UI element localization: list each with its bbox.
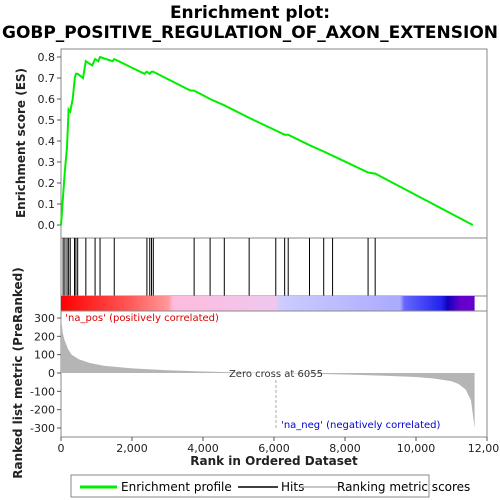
es-y-axis: 0.0 0.1 0.2 0.3 0.4 0.5 0.6 0.7 0.8 (38, 51, 61, 232)
es-tick-label: 0.1 (38, 198, 56, 211)
x-tick-label: 12,000 (468, 442, 500, 455)
x-tick-label: 10,000 (397, 442, 436, 455)
es-tick-label: 0.3 (38, 156, 56, 169)
chart-title-line2: GOBP_POSITIVE_REGULATION_OF_AXON_EXTENSI… (2, 23, 498, 43)
es-tick-label: 0.5 (38, 114, 56, 127)
es-tick-label: 0.0 (38, 219, 56, 232)
metric-tick-label: 300 (34, 312, 55, 325)
x-tick-label: 2,000 (116, 442, 148, 455)
metric-tick-label: 100 (34, 349, 55, 362)
negative-correlation-label: 'na_neg' (negatively correlated) (281, 420, 440, 431)
x-tick-label: 0 (58, 442, 65, 455)
legend-profile-label: Enrichment profile (121, 480, 232, 494)
metric-tick-label: -100 (30, 385, 55, 398)
es-y-label: Enrichment score (ES) (14, 68, 28, 218)
es-tick-label: 0.6 (38, 93, 56, 106)
x-axis: 0 2,000 4,000 6,000 8,000 10,000 12,000 (58, 437, 500, 455)
positive-correlation-label: 'na_pos' (positively correlated) (65, 313, 219, 324)
x-tick-label: 6,000 (258, 442, 290, 455)
es-tick-label: 0.8 (38, 51, 56, 64)
legend-hits-label: Hits (281, 480, 304, 494)
x-axis-label: Rank in Ordered Dataset (190, 454, 358, 468)
metric-tick-label: -200 (30, 404, 55, 417)
metric-y-label: Ranked list metric (PreRanked) (11, 267, 25, 479)
metric-tick-label: 0 (48, 367, 55, 380)
es-tick-label: 0.4 (38, 135, 56, 148)
es-plot-area (60, 48, 488, 239)
hits-area (60, 237, 488, 297)
metric-tick-label: 200 (34, 330, 55, 343)
metric-y-axis: -300 -200 -100 0 100 200 300 (30, 312, 61, 435)
rank-color-bar (61, 296, 475, 311)
ranking-metric-area (61, 318, 475, 428)
legend-box (70, 474, 430, 498)
hit-markers (62, 238, 376, 296)
es-panel: 0.0 0.1 0.2 0.3 0.4 0.5 0.6 0.7 0.8 Enrichment s… (14, 48, 488, 239)
metric-panel: -300 -200 -100 0 100 200 300 Zero cross at 605… (11, 267, 488, 479)
enrichment-profile-line (60, 55, 474, 226)
hits-panel (60, 237, 488, 297)
legend: Enrichment profile Hits Ranking metric s… (70, 474, 470, 498)
es-tick-label: 0.2 (38, 177, 56, 190)
chart-title-line1: Enrichment plot: (170, 3, 330, 23)
x-tick-label: 4,000 (187, 442, 219, 455)
es-tick-label: 0.7 (38, 72, 56, 85)
x-tick-label: 8,000 (329, 442, 361, 455)
zero-cross-label: Zero cross at 6055 (229, 369, 323, 380)
metric-tick-label: -300 (30, 422, 55, 435)
legend-metric-label: Ranking metric scores (337, 480, 470, 494)
